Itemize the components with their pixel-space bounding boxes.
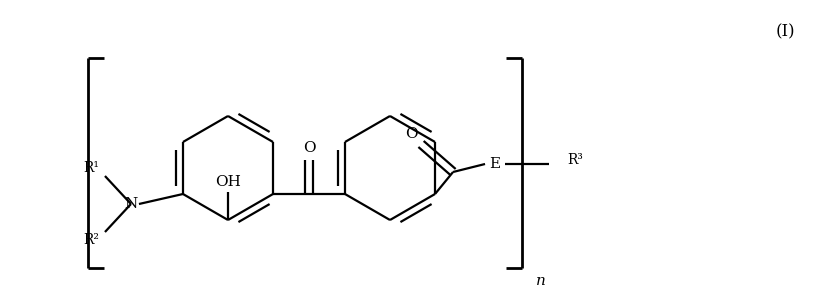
- Text: R¹: R¹: [83, 161, 99, 175]
- Text: O: O: [303, 141, 315, 155]
- Text: E: E: [489, 157, 501, 171]
- Text: R²: R²: [83, 233, 99, 247]
- Text: (I): (I): [776, 23, 794, 41]
- Text: n: n: [536, 274, 546, 288]
- Text: N: N: [125, 197, 138, 211]
- Text: R³: R³: [567, 153, 583, 167]
- Text: OH: OH: [215, 175, 241, 189]
- Text: O: O: [405, 127, 417, 141]
